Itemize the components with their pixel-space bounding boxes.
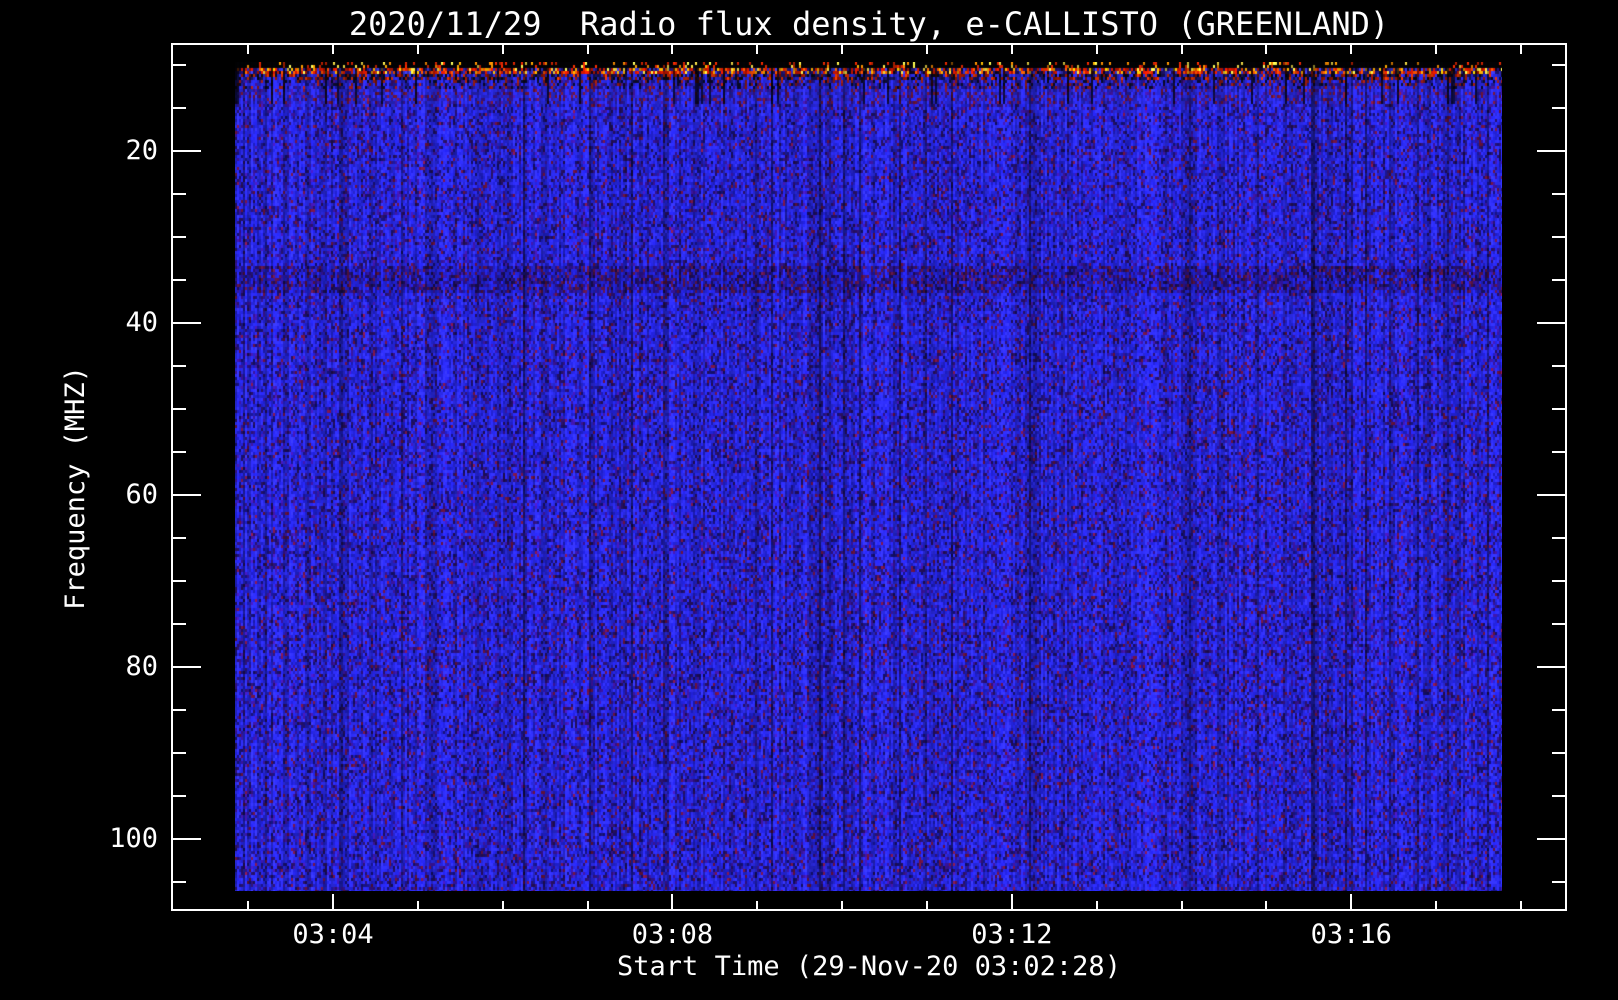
tick-mark: [173, 536, 186, 539]
tick-mark: [671, 45, 674, 54]
tick-mark: [1552, 751, 1565, 754]
tick-mark: [1350, 45, 1353, 54]
tick-mark: [586, 45, 589, 54]
tick-mark: [1519, 901, 1522, 909]
tick-mark: [1350, 894, 1353, 909]
tick-mark: [173, 579, 186, 582]
y-tick-label: 80: [125, 650, 158, 682]
plot-title: 2020/11/29 Radio flux density, e-CALLIST…: [348, 5, 1390, 43]
tick-mark: [173, 106, 186, 109]
tick-mark: [173, 751, 186, 754]
tick-mark: [1537, 665, 1565, 668]
tick-mark: [841, 45, 844, 54]
tick-mark: [173, 192, 186, 195]
tick-mark: [1095, 901, 1098, 909]
tick-mark: [1537, 837, 1565, 840]
y-tick-label: 60: [125, 478, 158, 510]
y-axis-title: Frequency (MHZ): [60, 366, 91, 610]
tick-mark: [926, 45, 928, 54]
tick-mark: [1552, 536, 1565, 539]
y-tick-label: 100: [109, 822, 158, 854]
tick-mark: [173, 493, 201, 496]
tick-mark: [247, 901, 250, 909]
tick-mark: [173, 880, 186, 883]
tick-mark: [501, 901, 504, 909]
tick-mark: [173, 149, 201, 152]
y-tick-label: 40: [125, 306, 158, 338]
tick-mark: [1552, 579, 1565, 582]
tick-mark: [671, 894, 674, 909]
tick-mark: [173, 837, 201, 840]
x-tick-label: 03:16: [1310, 919, 1392, 950]
tick-mark: [1180, 45, 1183, 54]
tick-mark: [756, 901, 759, 909]
tick-mark: [416, 45, 419, 54]
x-axis-title: Start Time (29-Nov-20 03:02:28): [617, 951, 1121, 982]
tick-mark: [501, 45, 504, 54]
tick-mark: [332, 45, 335, 54]
tick-mark: [173, 407, 186, 410]
tick-mark: [1552, 192, 1565, 195]
tick-mark: [1537, 149, 1565, 152]
tick-mark: [1552, 278, 1565, 281]
tick-mark: [586, 901, 589, 909]
tick-mark: [1537, 321, 1565, 324]
tick-mark: [1010, 894, 1013, 909]
tick-mark: [1552, 364, 1565, 367]
tick-mark: [1265, 901, 1268, 909]
tick-mark: [1435, 45, 1438, 54]
x-tick-label: 03:08: [631, 919, 714, 950]
tick-mark: [1552, 63, 1565, 66]
tick-mark: [173, 278, 186, 281]
tick-mark: [1180, 901, 1183, 909]
tick-mark: [173, 665, 201, 668]
tick-mark: [926, 901, 928, 909]
tick-mark: [173, 235, 186, 238]
tick-mark: [1552, 622, 1565, 625]
tick-mark: [173, 622, 186, 625]
tick-mark: [1265, 45, 1268, 54]
tick-mark: [173, 63, 186, 66]
tick-mark: [173, 450, 186, 453]
x-tick-label: 03:12: [971, 919, 1053, 950]
tick-mark: [1519, 45, 1522, 54]
tick-mark: [756, 45, 759, 54]
y-tick-label: 20: [125, 134, 158, 166]
tick-mark: [332, 894, 335, 909]
tick-mark: [173, 794, 186, 797]
tick-mark: [1552, 106, 1565, 109]
x-tick-label: 03:04: [292, 919, 374, 950]
tick-mark: [1552, 235, 1565, 238]
spectrogram-heatmap: [235, 62, 1502, 891]
tick-mark: [1435, 901, 1438, 909]
tick-mark: [1552, 794, 1565, 797]
tick-mark: [1552, 708, 1565, 711]
tick-mark: [1552, 407, 1565, 410]
tick-mark: [1552, 880, 1565, 883]
tick-mark: [173, 364, 186, 367]
tick-mark: [173, 321, 201, 324]
tick-mark: [1010, 45, 1013, 54]
tick-mark: [173, 708, 186, 711]
tick-mark: [1095, 45, 1098, 54]
tick-mark: [1537, 493, 1565, 496]
tick-mark: [247, 45, 250, 54]
tick-mark: [841, 901, 844, 909]
tick-mark: [1552, 450, 1565, 453]
tick-mark: [416, 901, 419, 909]
